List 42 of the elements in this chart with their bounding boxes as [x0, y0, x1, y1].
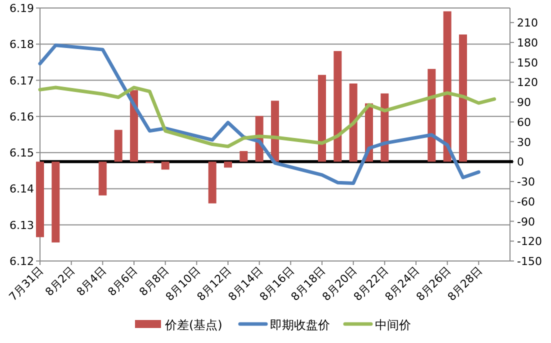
y2-tick-label: -120 [517, 235, 542, 248]
y2-tick-label: -60 [517, 195, 535, 208]
bar [334, 51, 342, 162]
y2-tick-label: -30 [517, 176, 535, 189]
bar [52, 162, 60, 242]
bar [459, 34, 467, 162]
y-tick-label: 6.14 [10, 182, 34, 196]
legend-label: 中间价 [375, 318, 411, 332]
bar [114, 130, 122, 162]
y-tick-label: 6.16 [10, 110, 34, 124]
y2-tick-label: 210 [517, 16, 538, 30]
bar [161, 162, 170, 170]
y2-tick-label: 30 [517, 136, 531, 149]
y2-tick-label: 90 [517, 96, 531, 110]
line-series [38, 86, 496, 148]
bar [271, 100, 279, 162]
legend-label: 价差(基点) [164, 318, 222, 332]
y2-tick-label: -90 [517, 215, 535, 228]
y-tick-label: 6.13 [10, 218, 34, 232]
bar [349, 84, 358, 162]
y-tick-label: 6.15 [10, 146, 34, 160]
legend-label: 即期收盘价 [270, 318, 330, 332]
bar [98, 162, 107, 196]
y-tick-label: 6.19 [10, 2, 34, 15]
y2-tick-label: 150 [517, 56, 538, 70]
y-tick-label: 6.17 [10, 74, 34, 88]
y2-tick-label: 60 [517, 116, 531, 129]
bar [428, 68, 436, 162]
y2-tick-label: 180 [517, 36, 538, 50]
bar [208, 162, 216, 204]
bar [318, 74, 326, 162]
bar [224, 162, 232, 168]
y-tick-label: 6.18 [10, 38, 34, 52]
bar [443, 11, 452, 162]
y2-tick-label: 0 [517, 156, 524, 169]
y-tick-label: 6.12 [10, 255, 34, 268]
line-series [38, 43, 480, 186]
y2-tick-label: -150 [517, 255, 542, 268]
bar [130, 90, 138, 162]
bar [240, 151, 248, 162]
bar [36, 162, 44, 238]
y2-tick-label: 120 [517, 76, 538, 90]
